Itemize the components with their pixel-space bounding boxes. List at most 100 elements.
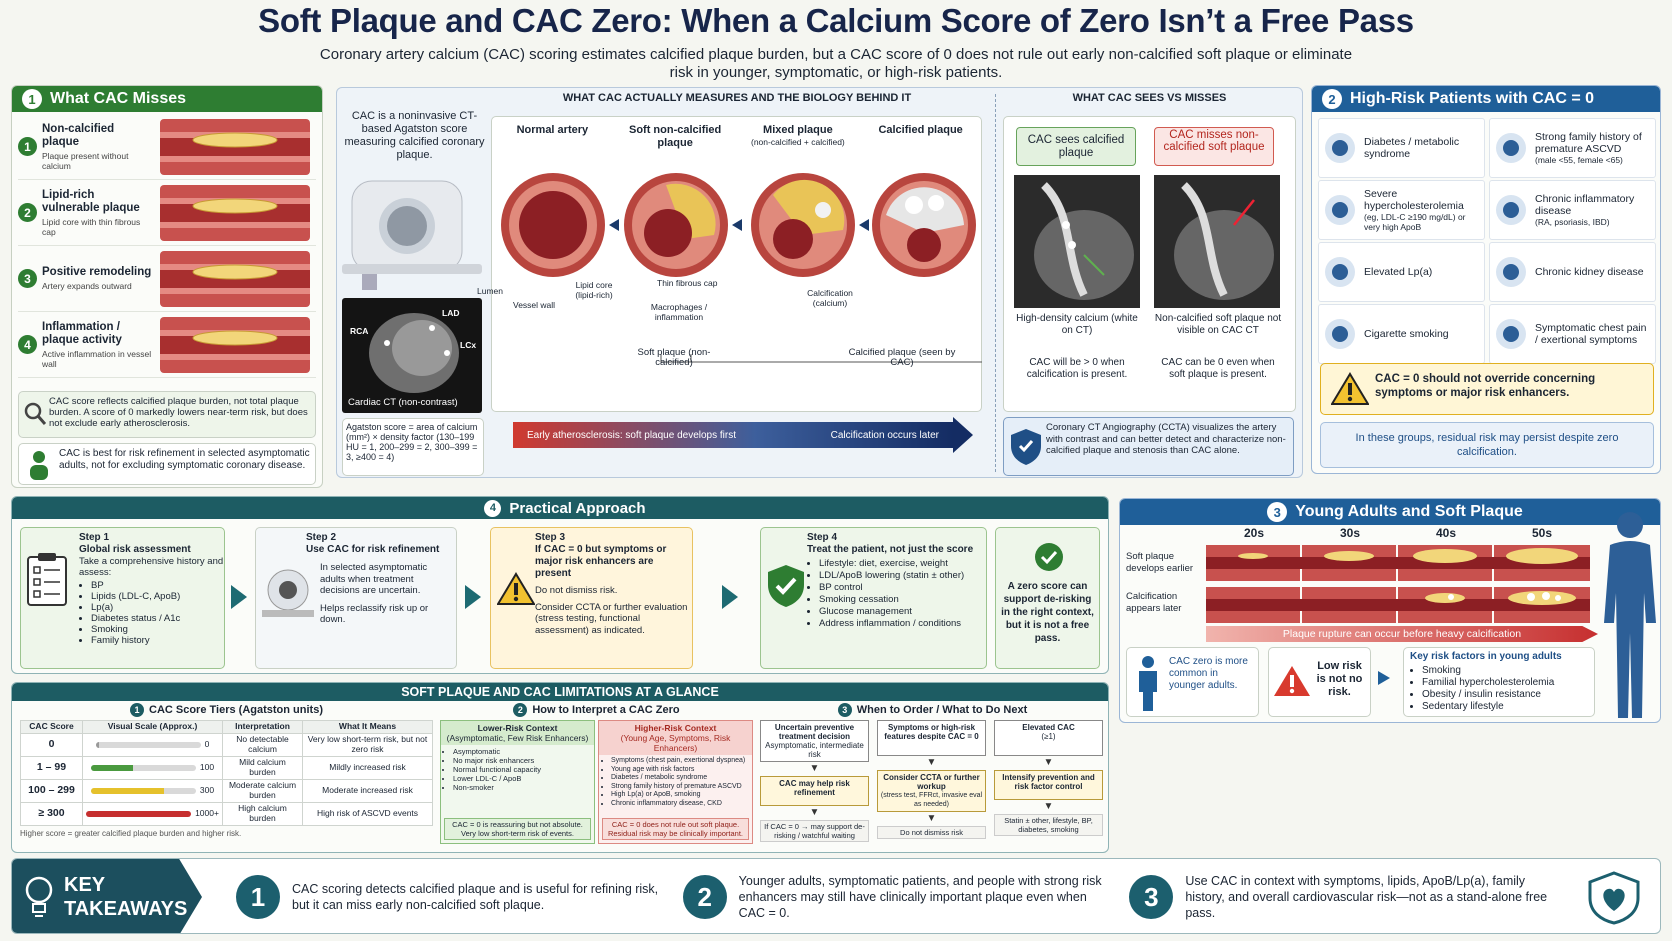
when-columns: Uncertain preventive treatment decision A…: [760, 720, 1105, 842]
age-row: 20s 30s 40s 50s: [1206, 526, 1590, 540]
when-result: Consider CCTA or further workup (stress t…: [877, 770, 986, 812]
takeaway-number: 3: [1129, 875, 1174, 919]
when-box-title: Uncertain preventive treatment decision: [774, 723, 855, 741]
bracket-label: Calcified plaque (seen by CAC): [848, 347, 956, 368]
ct-image-calcified: [1014, 175, 1140, 308]
ct-label: LAD: [442, 308, 460, 318]
bullet: Obesity / insulin resistance: [1422, 689, 1588, 701]
scale-cell: 0: [82, 732, 223, 757]
age-label: 20s: [1243, 526, 1265, 540]
stage-title: Calcified plaque: [878, 124, 963, 136]
step-box: Step 3 If CAC = 0 but symptoms or major …: [490, 527, 693, 669]
down-arrow: ▼: [809, 763, 820, 774]
sub-number: 1: [130, 703, 144, 717]
bullet: Diabetes status / A1c: [91, 613, 224, 624]
takeaway: 3 Use CAC in context with symptoms, lipi…: [1129, 859, 1576, 933]
item-desc: Plaque present without calcium: [42, 150, 129, 171]
bullet: Smoking: [91, 624, 224, 635]
warning-box: CAC = 0 should not override concerning s…: [1320, 363, 1654, 415]
step-label: Step 4: [807, 532, 838, 543]
miss-item: 1 Non-calcified plaque Plaque present wi…: [18, 114, 316, 180]
conclusion-box: A zero score can support de-risking in t…: [995, 527, 1100, 669]
risk-title: Cigarette smoking: [1364, 328, 1449, 340]
caption: Non-calcified soft plaque not visible on…: [1154, 313, 1282, 336]
risk-sub: (eg, LDL-C ≥190 mg/dL) or very high ApoB: [1364, 212, 1466, 232]
when-box: Uncertain preventive treatment decision A…: [760, 720, 869, 762]
footnote: Higher score = greater calcified plaque …: [20, 828, 242, 838]
section-header: 4 Practical Approach: [12, 497, 1108, 519]
step-box: Step 4 Treat the patient, not just the s…: [760, 527, 987, 669]
when-foot: Statin ± other, lifestyle, BP, diabetes,…: [994, 814, 1103, 836]
high-risk: 2 High-Risk Patients with CAC = 0 Diabete…: [1311, 85, 1661, 474]
stage: Calcified plaque: [859, 124, 982, 150]
bullet: Smoking cessation: [819, 594, 985, 606]
takeaways-title: KEY TAKEAWAYS: [64, 874, 188, 920]
bullet: Family history: [91, 635, 224, 646]
sub-title: When to Order / What to Do Next: [856, 704, 1028, 716]
item-title: Lipid-rich vulnerable plaque: [42, 188, 140, 214]
when-column: Elevated CAC (≥1) ▼ Intensify prevention …: [994, 720, 1103, 842]
step-title: If CAC = 0 but symptoms or major risk en…: [535, 544, 667, 579]
step-box: Step 2 Use CAC for risk refinement In se…: [255, 527, 457, 669]
scale-cell: 300: [82, 778, 223, 803]
scale-label: 0: [204, 738, 210, 749]
risk-title: Severe hypercholesterolemia: [1364, 188, 1464, 212]
risk-item: Severe hypercholesterolemia (eg, LDL-C ≥…: [1318, 180, 1485, 240]
ct-caption: Cardiac CT (non-contrast): [348, 397, 458, 408]
section-title: Young Adults and Soft Plaque: [1295, 503, 1523, 520]
bullet: Address inflammation / conditions: [819, 618, 985, 630]
bullet: Lifestyle: diet, exercise, weight: [819, 558, 985, 570]
context-note: CAC = 0 does not rule out soft plaque. R…: [602, 818, 749, 840]
step-text: Consider CCTA or further evaluation (str…: [535, 601, 688, 636]
note: CAC score reflects calcified plaque burd…: [18, 391, 316, 438]
miss-item: 3 Positive remodeling Artery expands out…: [18, 246, 316, 312]
when-column: Symptoms or high-risk features despite C…: [877, 720, 986, 842]
item-title: Non-calcified plaque: [42, 122, 115, 148]
score-cell: 100 – 299: [20, 778, 83, 803]
risk-item: Chronic kidney disease: [1489, 242, 1656, 302]
risk-icon: [1496, 257, 1526, 287]
stage: Mixed plaque (non-calcified + calcified): [737, 124, 860, 150]
flow-arrow: [231, 585, 247, 609]
item-number: 1: [18, 137, 37, 156]
ct-image-soft: [1154, 175, 1280, 308]
meaning-cell: High risk of ASCVD events: [302, 801, 433, 826]
result-sub: (stress test, FFRct, invasive eval as ne…: [880, 792, 983, 808]
risk-text: Elevated Lp(a): [1364, 266, 1432, 278]
column-header: Visual Scale (Approx.): [82, 720, 223, 734]
ct-label: RCA: [350, 326, 369, 336]
risk-item: Cigarette smoking: [1318, 304, 1485, 364]
section-number: 3: [1267, 502, 1288, 522]
risk-icon: [1325, 195, 1355, 225]
heart-shield-icon: [1588, 871, 1640, 925]
check-icon: [1035, 543, 1063, 571]
risk-text: Chronic inflammatory disease (RA, psoria…: [1535, 193, 1652, 227]
clipboard-icon: [27, 553, 67, 606]
timeline-arrow: Early atherosclerosis: soft plaque devel…: [513, 422, 953, 448]
when-to-order: 3 When to Order / What to Do Next Uncerta…: [760, 703, 1105, 842]
artery-illustration: [160, 184, 310, 241]
section-number: 2: [1322, 89, 1342, 109]
takeaway-number: 2: [682, 875, 727, 919]
ccta-box: Coronary CT Angiography (CCTA) visualize…: [1003, 417, 1294, 476]
column-header: CAC Score: [20, 720, 83, 734]
stage-title: Normal artery: [516, 124, 589, 136]
info-text: Low risk is not no risk.: [1316, 660, 1363, 698]
step-title: Treat the patient, not just the score: [807, 544, 974, 555]
bullet: High Lp(a) or ApoB, smoking: [611, 791, 752, 800]
annotation: Macrophages / inflammation: [650, 302, 708, 322]
bullet: Sedentary lifestyle: [1422, 701, 1588, 713]
bullet: Normal functional capacity: [453, 765, 594, 774]
ct-icon: [262, 569, 314, 617]
arrow-label: Calcification occurs later: [830, 429, 939, 441]
miss-item: 4 Inflammation / plaque activity Active …: [18, 312, 316, 378]
risk-text: Strong family history of premature ASCVD…: [1535, 131, 1652, 165]
context-sub: (Young Age, Symptoms, Risk Enhancers): [620, 733, 731, 753]
warning-text: CAC = 0 should not override concerning s…: [1375, 373, 1596, 399]
bullet: BP control: [819, 582, 985, 594]
context-bullets: AsymptomaticNo major risk enhancersNorma…: [441, 747, 594, 792]
context-header: Higher-Risk Context (Young Age, Symptoms,…: [599, 721, 752, 755]
sees-label: CAC sees calcified plaque: [1016, 127, 1136, 166]
risk-icon: [1496, 133, 1526, 163]
artery-illustration: [160, 118, 310, 175]
